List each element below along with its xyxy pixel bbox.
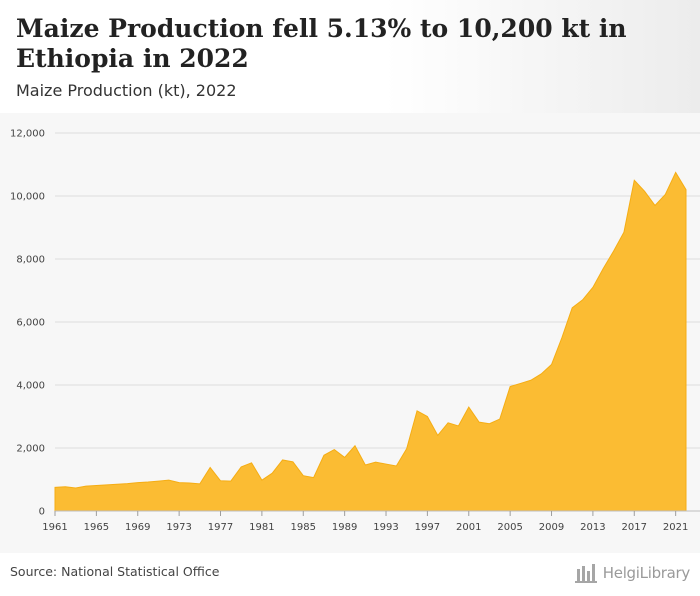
x-tick-label: 2009: [539, 522, 564, 533]
chart-footer: Source: National Statistical Office Helg…: [0, 553, 700, 596]
x-tick-label: 1973: [166, 522, 191, 533]
plot-area: 0 2,000 4,000 6,000 8,000 10,000 12,000 1961 19…: [0, 113, 700, 553]
x-axis: 1961 1965 1969 1973 1977 1981 1985 1989 1993 1997…: [42, 510, 700, 533]
y-tick-label: 2,000: [16, 444, 45, 455]
y-tick-label: 0: [39, 507, 45, 518]
x-tick-label: 2021: [663, 522, 688, 533]
helgi-library-logo-icon: [574, 564, 597, 583]
brand-name: HelgiLibrary: [602, 564, 691, 582]
x-tick-label: 1961: [42, 522, 67, 533]
y-tick-label: 12,000: [10, 129, 45, 140]
chart-header: Maize Production fell 5.13% to 10,200 kt…: [0, 0, 700, 113]
x-tick-label: 1993: [373, 522, 398, 533]
y-tick-label: 10,000: [10, 192, 45, 203]
source-note: Source: National Statistical Office: [10, 564, 220, 579]
y-tick-label: 8,000: [16, 255, 45, 266]
x-tick-label: 2017: [622, 522, 647, 533]
maize-production-area: [54, 171, 687, 512]
x-tick-label: 1997: [415, 522, 440, 533]
grid-lines: [55, 132, 700, 512]
series-area: [54, 171, 687, 512]
brand-logo[interactable]: HelgiLibrary: [574, 561, 691, 585]
x-tick-label: 2001: [456, 522, 481, 533]
y-tick-label: 6,000: [16, 318, 45, 329]
x-tick-label: 1965: [84, 522, 109, 533]
x-tick-label: 1985: [291, 522, 316, 533]
chart-subtitle: Maize Production (kt), 2022: [16, 81, 237, 100]
x-tick-label: 1969: [125, 522, 150, 533]
x-tick-label: 1989: [332, 522, 357, 533]
x-tick-label: 2005: [497, 522, 522, 533]
x-tick-label: 1977: [208, 522, 233, 533]
y-axis: 0 2,000 4,000 6,000 8,000 10,000 12,000: [10, 129, 45, 518]
x-tick-label: 2013: [580, 522, 605, 533]
y-tick-label: 4,000: [16, 381, 45, 392]
chart-title: Maize Production fell 5.13% to 10,200 kt…: [16, 14, 627, 73]
x-tick-label: 1981: [249, 522, 274, 533]
